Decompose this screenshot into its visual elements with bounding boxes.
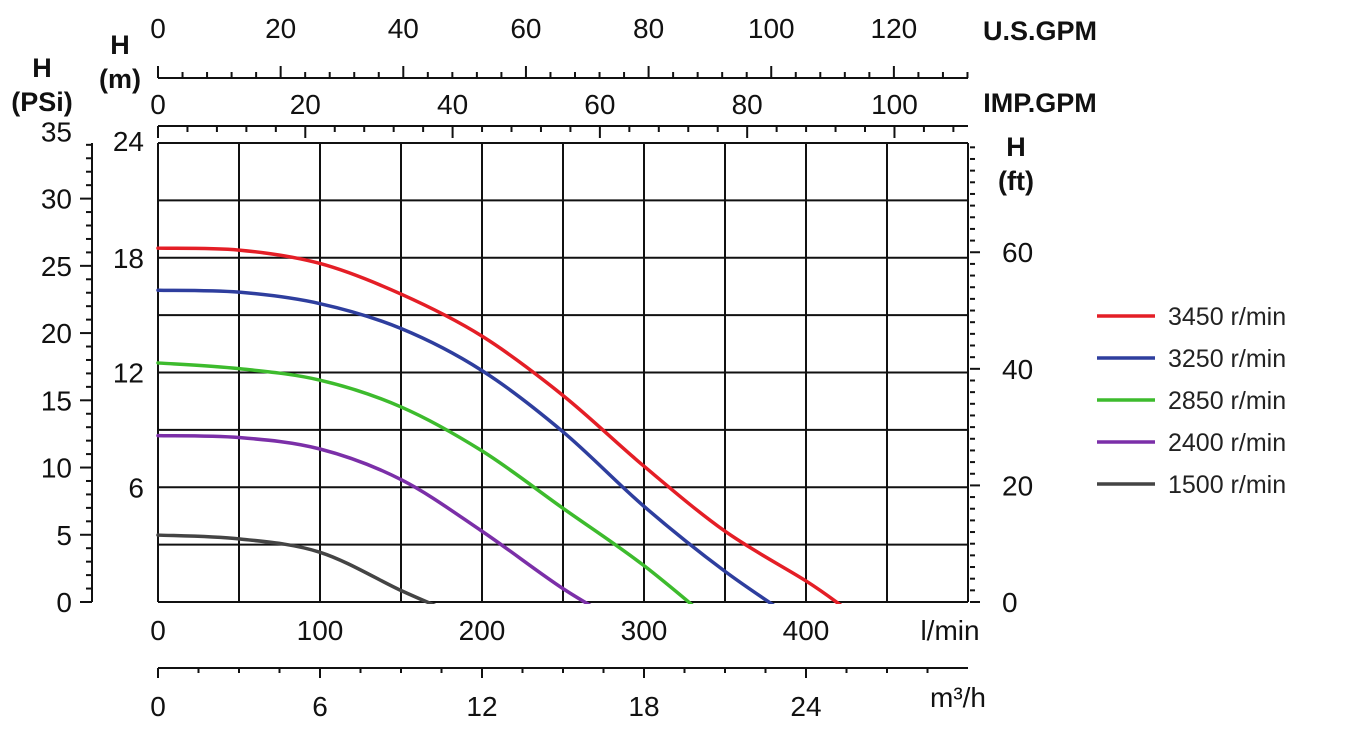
x-tick-label-impgpm: 40 bbox=[437, 89, 468, 120]
x-tick-label-usgpm: 20 bbox=[265, 13, 296, 44]
x-tick-label-lmin: 400 bbox=[783, 615, 830, 646]
y-tick-label-psi: 25 bbox=[41, 251, 72, 282]
y-tick-label-m: 12 bbox=[113, 358, 144, 389]
x-tick-label-impgpm: 100 bbox=[871, 89, 918, 120]
y-axis-title-psi-line1: H bbox=[32, 53, 52, 83]
y-tick-label-psi: 30 bbox=[41, 184, 72, 215]
legend-label: 1500 r/min bbox=[1168, 471, 1286, 499]
y-tick-label-psi: 10 bbox=[41, 453, 72, 484]
x-tick-label-impgpm: 0 bbox=[150, 89, 166, 120]
series-line bbox=[156, 246, 843, 604]
y-tick-label-psi: 5 bbox=[56, 520, 72, 551]
y-tick-label-ft: 20 bbox=[1002, 470, 1033, 501]
y-axis-title-m-line1: H bbox=[110, 30, 130, 60]
x-tick-label-usgpm: 60 bbox=[510, 13, 541, 44]
y-axis-title-ft-line1: H bbox=[1006, 132, 1026, 162]
y-tick-label-m: 24 bbox=[113, 126, 144, 157]
legend: 3450 r/min 3250 r/min 2850 r/min 2400 r/min… bbox=[1097, 303, 1286, 499]
series-line bbox=[156, 361, 694, 604]
y-axis-title-ft-line2: (ft) bbox=[998, 166, 1034, 196]
x-tick-label-usgpm: 100 bbox=[748, 13, 795, 44]
legend-label: 3450 r/min bbox=[1168, 303, 1286, 331]
x-tick-label-usgpm: 80 bbox=[633, 13, 664, 44]
y-tick-label-ft: 60 bbox=[1002, 237, 1033, 268]
legend-label: 2850 r/min bbox=[1168, 387, 1286, 415]
x-tick-label-m3h: 0 bbox=[150, 691, 166, 722]
x-tick-label-lmin: 300 bbox=[621, 615, 668, 646]
x-tick-label-m3h: 12 bbox=[466, 691, 497, 722]
x-tick-label-m3h: 24 bbox=[790, 691, 821, 722]
x-tick-label-lmin: 100 bbox=[297, 615, 344, 646]
x-axis-title-usgpm: U.S.GPM bbox=[983, 16, 1097, 46]
y-axis-title-m-line2: (m) bbox=[99, 64, 141, 94]
y-tick-label-m: 18 bbox=[113, 243, 144, 274]
x-tick-label-usgpm: 40 bbox=[388, 13, 419, 44]
x-tick-label-impgpm: 20 bbox=[290, 89, 321, 120]
y-tick-label-ft: 0 bbox=[1002, 587, 1018, 618]
y-tick-label-psi: 35 bbox=[41, 116, 72, 147]
series-line bbox=[156, 288, 775, 604]
legend-label: 3250 r/min bbox=[1168, 345, 1286, 373]
x-tick-label-m3h: 6 bbox=[312, 691, 328, 722]
x-tick-label-usgpm: 0 bbox=[150, 13, 166, 44]
x-tick-label-lmin: 0 bbox=[150, 615, 166, 646]
legend-label: 2400 r/min bbox=[1168, 429, 1286, 457]
y-tick-label-ft: 40 bbox=[1002, 354, 1033, 385]
y-tick-label-psi: 20 bbox=[41, 318, 72, 349]
y-tick-label-m: 6 bbox=[128, 472, 144, 503]
x-axis-title-m3h: m³/h bbox=[930, 682, 986, 713]
series-line bbox=[156, 533, 437, 604]
x-tick-label-lmin: 200 bbox=[459, 615, 506, 646]
x-tick-label-usgpm: 120 bbox=[871, 13, 918, 44]
x-tick-label-m3h: 18 bbox=[628, 691, 659, 722]
series-line bbox=[156, 433, 592, 604]
series-group bbox=[156, 246, 843, 604]
x-tick-label-impgpm: 80 bbox=[732, 89, 763, 120]
y-tick-label-psi: 0 bbox=[56, 587, 72, 618]
y-tick-label-psi: 15 bbox=[41, 385, 72, 416]
plot-grid bbox=[157, 142, 969, 603]
x-axis-title-impgpm: IMP.GPM bbox=[983, 88, 1097, 118]
x-tick-label-impgpm: 60 bbox=[584, 89, 615, 120]
x-axis-title-lmin: l/min bbox=[920, 615, 979, 646]
y-axis-title-psi-line2: (PSi) bbox=[11, 87, 73, 117]
